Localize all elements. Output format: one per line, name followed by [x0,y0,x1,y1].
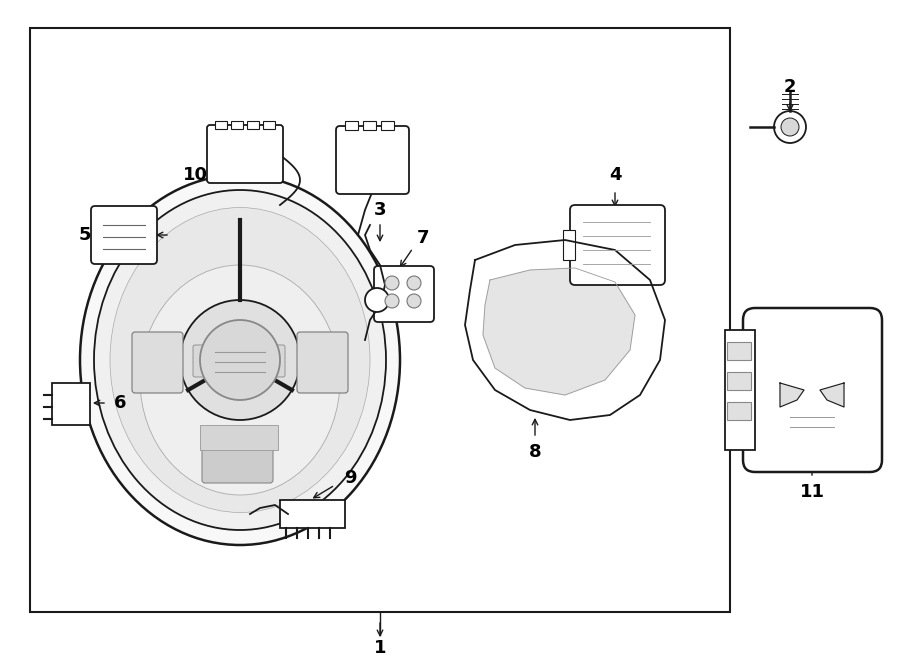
FancyBboxPatch shape [570,205,665,285]
Circle shape [180,300,300,420]
Polygon shape [780,383,804,407]
Text: 8: 8 [528,443,541,461]
FancyBboxPatch shape [345,121,358,130]
FancyBboxPatch shape [207,125,283,183]
Text: 9: 9 [344,469,356,487]
Circle shape [407,294,421,308]
Circle shape [407,276,421,290]
FancyBboxPatch shape [247,121,259,129]
FancyBboxPatch shape [297,332,348,393]
FancyBboxPatch shape [727,342,751,360]
Polygon shape [483,268,635,395]
Text: 10: 10 [183,166,208,184]
FancyBboxPatch shape [52,383,90,425]
Circle shape [385,276,399,290]
FancyBboxPatch shape [231,121,243,129]
FancyBboxPatch shape [280,500,345,528]
FancyBboxPatch shape [202,447,273,483]
FancyBboxPatch shape [725,330,755,450]
FancyBboxPatch shape [363,121,376,130]
Text: 1: 1 [374,639,386,657]
FancyBboxPatch shape [132,332,183,393]
FancyBboxPatch shape [200,425,278,450]
FancyBboxPatch shape [215,121,227,129]
Text: 2: 2 [784,78,796,96]
FancyBboxPatch shape [743,308,882,472]
FancyBboxPatch shape [381,121,394,130]
FancyBboxPatch shape [727,372,751,390]
Ellipse shape [110,207,370,512]
Ellipse shape [140,265,340,495]
FancyBboxPatch shape [263,121,275,129]
Text: 7: 7 [417,229,429,247]
Circle shape [781,118,799,136]
FancyBboxPatch shape [374,266,434,322]
Polygon shape [820,383,844,407]
Circle shape [385,294,399,308]
FancyBboxPatch shape [563,230,575,260]
Text: 11: 11 [799,483,824,501]
Circle shape [365,288,389,312]
Text: 6: 6 [113,394,126,412]
Polygon shape [465,240,665,420]
Circle shape [774,111,806,143]
Bar [30,28,730,612]
FancyBboxPatch shape [91,206,157,264]
Ellipse shape [80,175,400,545]
FancyBboxPatch shape [253,345,285,377]
FancyBboxPatch shape [336,126,409,194]
Text: 5: 5 [79,226,91,244]
Ellipse shape [94,190,386,530]
Text: 4: 4 [608,166,621,184]
FancyBboxPatch shape [193,345,225,377]
FancyBboxPatch shape [727,402,751,420]
Text: 3: 3 [374,201,386,219]
Circle shape [200,320,280,400]
